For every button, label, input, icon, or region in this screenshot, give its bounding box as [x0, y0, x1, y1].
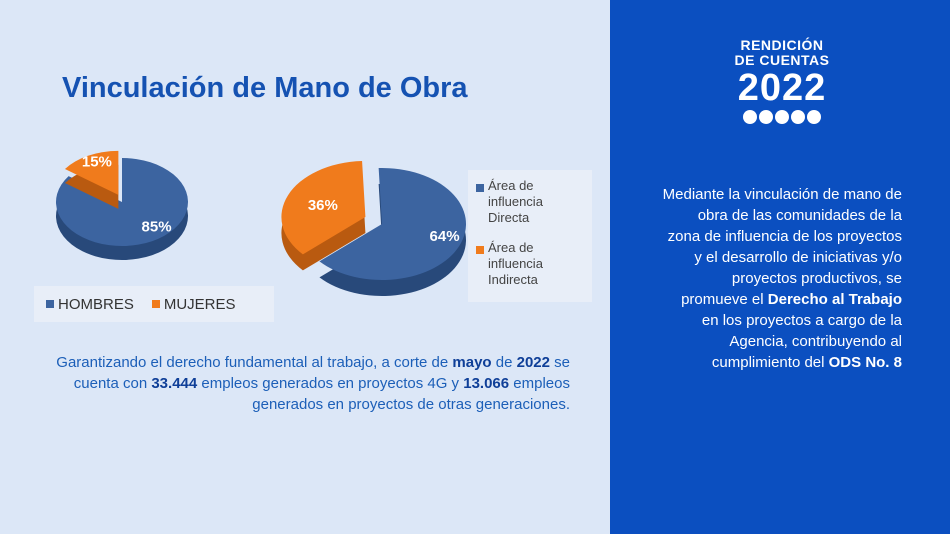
text: Mediante la vinculación de mano de obra … — [662, 186, 902, 308]
legend-label: MUJERES — [163, 295, 236, 313]
logo-line-1: RENDICIÓN — [740, 37, 824, 53]
legend-item-directa: Área de influencia Directa — [476, 178, 586, 226]
summary-paragraph: Garantizando el derecho fundamental al t… — [40, 352, 570, 415]
pie-chart-influence: 64% 36% — [281, 161, 466, 296]
legend-label: Área de influencia Indirecta — [488, 240, 543, 287]
legend-swatch — [46, 300, 54, 308]
text: se cuenta con — [73, 354, 570, 392]
text: Garantizando el derecho fundamental al t… — [56, 354, 453, 371]
legend-label: Área de influencia Directa — [488, 178, 543, 225]
right-description: Mediante la vinculación de mano de obra … — [662, 184, 902, 373]
logo-line-2: DE CUENTAS — [734, 52, 830, 68]
pie-slice — [55, 158, 189, 246]
emphasis: 33.444 — [151, 375, 198, 392]
data-label: 64% — [430, 228, 460, 245]
data-label: 85% — [142, 218, 172, 235]
text: en los proyectos a cargo de la Agencia, … — [701, 312, 902, 371]
rendicion-logo: RENDICIÓN DE CUENTAS 2022 — [712, 38, 852, 124]
port-icon — [791, 110, 805, 124]
data-label: 36% — [308, 197, 338, 214]
text: empleos generados en proyectos 4G y — [197, 375, 464, 392]
pie-chart-gender: 85% 15% — [55, 150, 189, 260]
emphasis: 13.066 — [463, 375, 510, 392]
legend-item-indirecta: Área de influencia Indirecta — [476, 240, 586, 288]
legend-swatch — [476, 246, 484, 254]
data-label: 15% — [82, 154, 112, 171]
legend-gender: HOMBRES MUJERES — [34, 286, 274, 322]
train-icon — [775, 110, 789, 124]
legend-item-hombres: HOMBRES — [46, 296, 134, 313]
plane-icon — [759, 110, 773, 124]
legend-influence: Área de influencia Directa Área de influ… — [468, 170, 592, 302]
legend-swatch — [151, 300, 160, 308]
legend-swatch — [476, 184, 484, 192]
text: de — [491, 354, 517, 371]
emphasis: mayo — [452, 354, 492, 371]
road-icon — [743, 110, 757, 124]
emphasis: 2022 — [516, 354, 550, 371]
river-icon — [807, 110, 821, 124]
emphasis: Derecho al Trabajo — [767, 291, 902, 308]
pie-slice — [319, 168, 466, 280]
legend-label: HOMBRES — [58, 295, 134, 313]
text: empleos generados en proyectos de otras … — [252, 375, 570, 413]
mode-icons — [712, 110, 852, 124]
pie-slice — [64, 150, 119, 195]
pie-slice — [281, 161, 366, 255]
page-title: Vinculación de Mano de Obra — [62, 72, 468, 104]
right-panel — [610, 0, 950, 534]
emphasis: ODS No. 8 — [828, 354, 902, 371]
logo-year: 2022 — [737, 67, 827, 109]
legend-item-mujeres: MUJERES — [151, 295, 236, 313]
